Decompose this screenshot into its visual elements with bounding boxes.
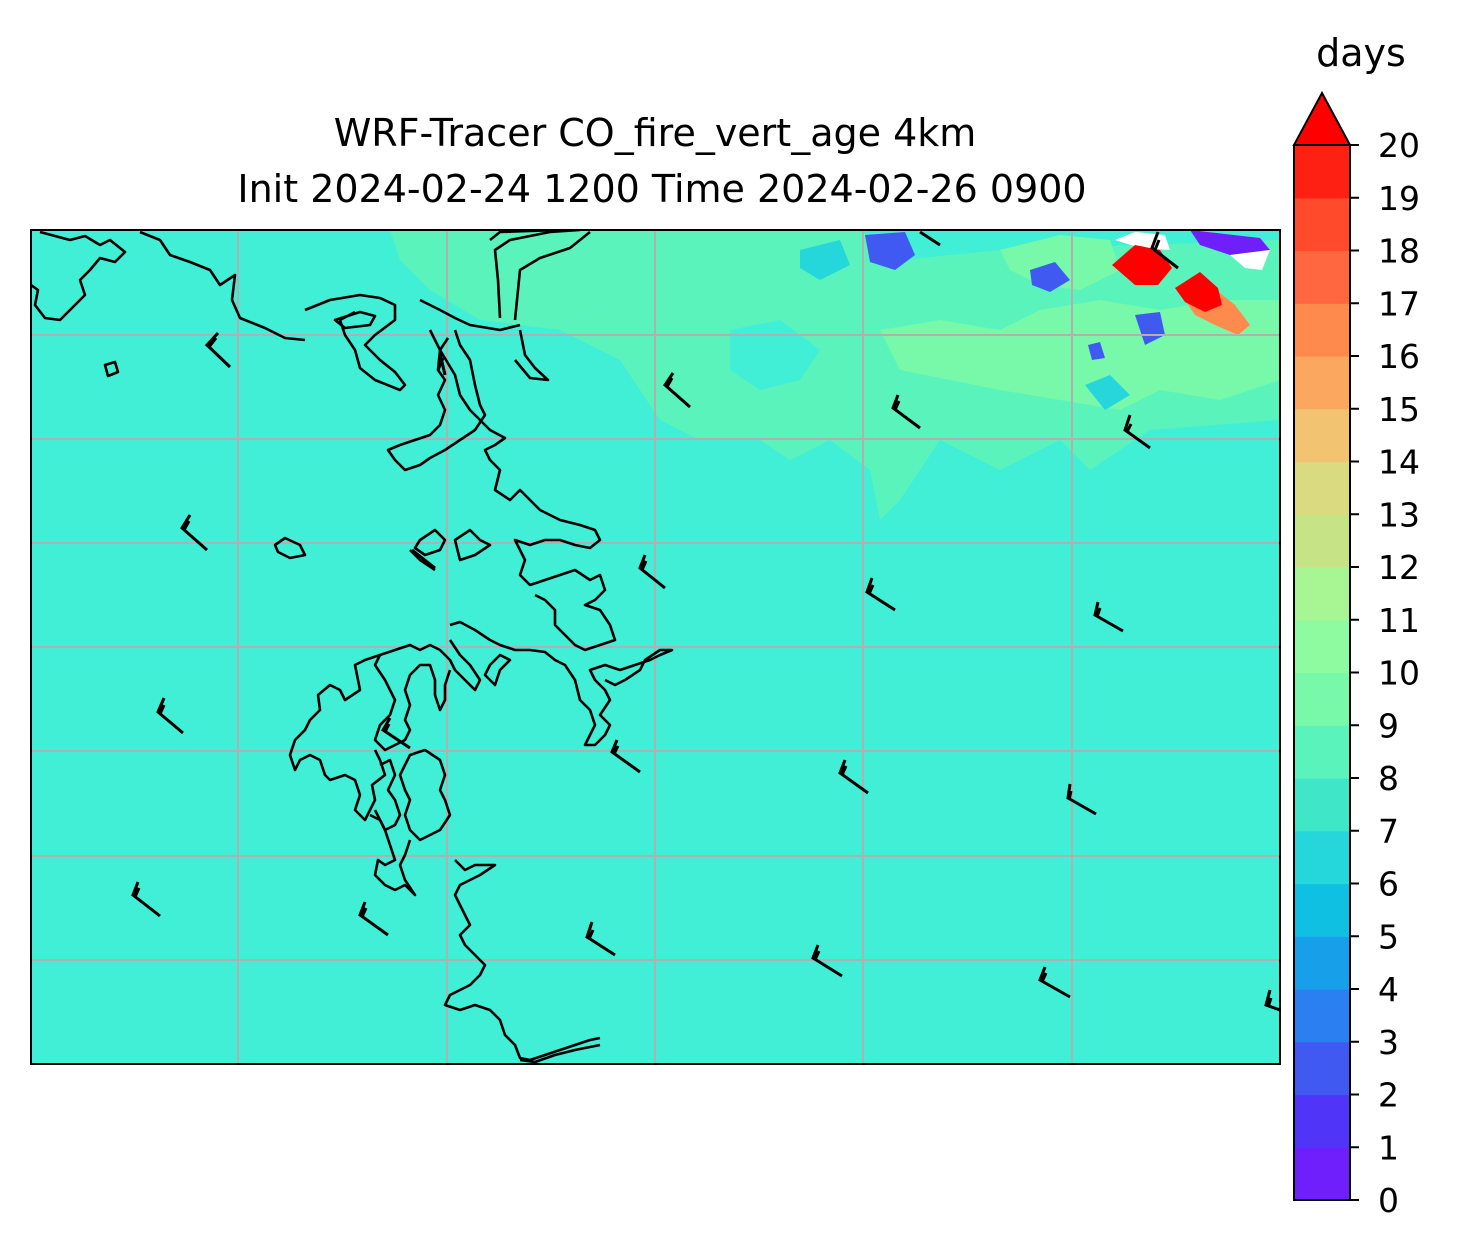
wind-barbs: [131, 230, 1281, 1012]
colorbar-level-6: [1294, 830, 1350, 885]
wind-barb: [204, 331, 232, 369]
colorbar-tick-label: 3: [1378, 1023, 1399, 1062]
colorbar-level-12: [1294, 514, 1350, 568]
colorbar-level-16: [1294, 303, 1350, 357]
colorbar-level-10: [1294, 619, 1350, 674]
colorbar-level-2: [1294, 1041, 1350, 1096]
wind-barb: [663, 372, 691, 409]
wind-barb: [1264, 989, 1281, 1012]
colorbar-levels: [1294, 145, 1350, 1201]
title-line-1: WRF-Tracer CO_fire_vert_age 4km: [334, 111, 977, 155]
contour-3-4-patch: [865, 232, 915, 270]
colorbar-level-3: [1294, 989, 1350, 1043]
colorbar-tick-label: 20: [1378, 126, 1420, 165]
wind-barb: [156, 697, 184, 735]
wind-barb: [131, 881, 161, 918]
wind-barb: [1123, 414, 1151, 450]
colorbar-tick-label: 0: [1378, 1181, 1399, 1220]
colorbar-level-15: [1294, 356, 1350, 410]
contour-3-4-patch: [1135, 312, 1165, 345]
colorbar-tick-label: 9: [1378, 706, 1399, 745]
wind-barb: [358, 901, 389, 937]
gridlines: [31, 230, 1280, 1064]
contour-9-10-patch: [1000, 235, 1120, 290]
colorbar-level-7: [1294, 778, 1350, 832]
contour-18-20-patch: [1112, 245, 1172, 285]
colorbar-extend-arrow: [1292, 90, 1352, 146]
colorbar-level-19: [1294, 145, 1350, 199]
colorbar-units-label: days: [1316, 31, 1406, 75]
wind-barb: [1150, 231, 1179, 270]
contour-3-4-patch: [1030, 262, 1070, 292]
colorbar-level-11: [1294, 567, 1350, 621]
map-panel: [30, 229, 1281, 1065]
colorbar-level-9: [1294, 672, 1350, 726]
colorbar-tick-label: 8: [1378, 759, 1399, 798]
colorbar-tick-label: 13: [1378, 495, 1420, 534]
contour-3-4-patch: [1088, 342, 1105, 360]
wind-barb: [585, 921, 616, 957]
age-contour-patches: [390, 230, 1280, 520]
wind-barb: [865, 577, 896, 612]
contour-1-2-patch: [1190, 230, 1270, 255]
colorbar-tick-label: 15: [1378, 390, 1420, 429]
colorbar-tick-label: 17: [1378, 284, 1420, 323]
colorbar-tick-label: 2: [1378, 1076, 1399, 1115]
colorbar-level-4: [1294, 936, 1350, 990]
colorbar-level-5: [1294, 883, 1350, 937]
colorbar-level-14: [1294, 408, 1350, 463]
colorbar-level-17: [1294, 250, 1350, 304]
wind-barb: [610, 739, 641, 774]
wind-barb: [436, 352, 447, 376]
colorbar-tick-label: 7: [1378, 812, 1399, 851]
missing-data-patch: [1230, 250, 1270, 270]
wind-barb: [638, 554, 666, 590]
wind-barb: [891, 394, 921, 430]
wind-barb: [1038, 966, 1071, 999]
colorbar-tick-label: 16: [1378, 337, 1420, 376]
wind-barb: [1093, 601, 1124, 633]
wind-barb: [411, 548, 436, 570]
colorbar-level-1: [1294, 1094, 1350, 1148]
wind-barb: [919, 230, 941, 247]
colorbar-tick-label: 4: [1378, 970, 1399, 1009]
colorbar-level-0: [1294, 1147, 1350, 1201]
wind-barb: [180, 514, 208, 552]
colorbar-level-18: [1294, 197, 1350, 252]
contour-6-7-patch: [800, 240, 850, 280]
contour-6-7-patch: [1085, 375, 1130, 410]
coastlines: [31, 230, 674, 1064]
wind-barb: [811, 944, 843, 978]
contour-9-10-patch: [880, 300, 1280, 410]
colorbar-tick-label: 14: [1378, 443, 1420, 482]
colorbar-tick-label: 18: [1378, 232, 1420, 271]
colorbar-tick-label: 1: [1378, 1128, 1399, 1167]
contour-18-20-patch: [1175, 272, 1222, 312]
colorbar-tick-label: 10: [1378, 654, 1420, 693]
map-frame: [30, 229, 1281, 1065]
colorbar-level-13: [1294, 461, 1350, 515]
title-line-2: Init 2024-02-24 1200 Time 2024-02-26 090…: [237, 167, 1086, 211]
contour-8-9-patch: [390, 230, 640, 330]
wind-barb: [380, 717, 411, 750]
contour-7-8-patch: [730, 320, 820, 390]
colorbar-tick-label: 12: [1378, 548, 1420, 587]
colorbar-tick-label: 5: [1378, 917, 1399, 956]
colorbar-tick-label: 6: [1378, 865, 1399, 904]
colorbar-tick-label: 11: [1378, 601, 1420, 640]
colorbar-level-8: [1294, 725, 1350, 779]
colorbar-tick-label: 19: [1378, 179, 1420, 218]
wind-barb: [838, 759, 869, 795]
wind-barb: [1066, 783, 1097, 816]
